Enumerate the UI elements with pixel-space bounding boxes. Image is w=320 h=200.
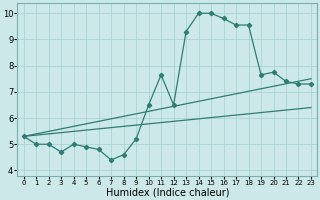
X-axis label: Humidex (Indice chaleur): Humidex (Indice chaleur) — [106, 187, 229, 197]
